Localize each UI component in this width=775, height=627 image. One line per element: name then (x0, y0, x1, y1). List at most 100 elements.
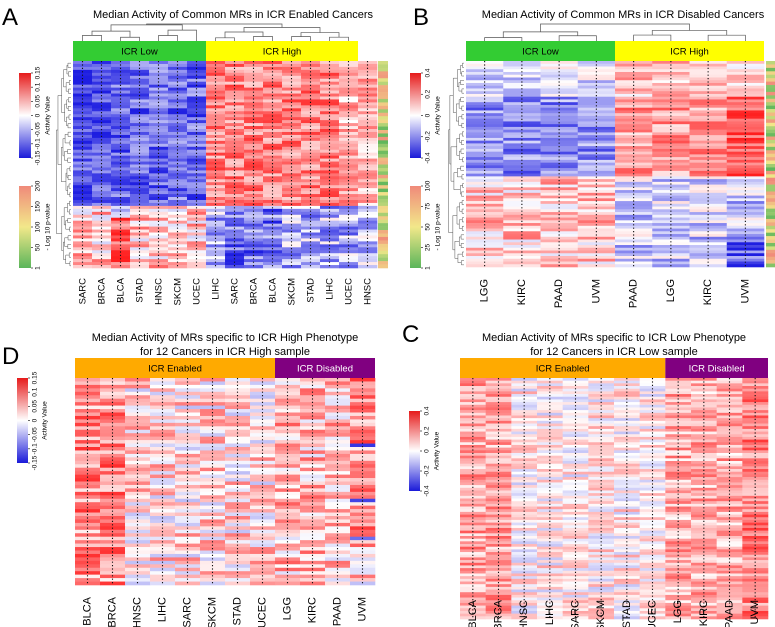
heatmap-cell (503, 231, 541, 235)
heatmap-cell (149, 81, 169, 85)
heatmap-cell (588, 605, 615, 609)
heatmap-cell (358, 173, 378, 177)
heatmap-cell (485, 503, 512, 507)
heatmap-cell (320, 61, 340, 65)
heatmap-cell (200, 419, 226, 424)
pvalue-cell (766, 215, 775, 220)
heatmap-cell (466, 173, 504, 177)
heatmap-cell (149, 262, 169, 266)
heatmap-cell (111, 84, 131, 88)
heatmap-cell (652, 99, 690, 103)
heatmap-cell (588, 498, 615, 502)
heatmap-cell (460, 538, 486, 542)
heatmap-cell (175, 436, 201, 441)
heatmap-cell (187, 140, 207, 145)
heatmap-cell (301, 256, 321, 260)
heatmap-cell (540, 157, 579, 161)
heatmap-cell (275, 391, 301, 396)
heatmap-cell (350, 574, 376, 579)
heatmap-cell (726, 85, 765, 89)
heatmap-cell (75, 447, 101, 451)
heatmap-cell (562, 535, 589, 539)
heatmap-cell (540, 118, 579, 122)
heatmap-cell (320, 188, 340, 192)
heatmap-cell (537, 447, 563, 451)
heatmap-cell (652, 82, 690, 87)
heatmap-cell (665, 479, 692, 483)
heatmap-cell (691, 450, 717, 454)
heatmap-cell (73, 199, 93, 204)
heatmap-cell (301, 199, 321, 204)
heatmap-cell (485, 447, 512, 451)
heatmap-cell (691, 610, 717, 614)
heatmap-cell (206, 235, 226, 239)
heatmap-cell (511, 477, 538, 481)
heatmap-cell (716, 474, 743, 478)
pvalue-cell (766, 98, 775, 103)
heatmap-cell (652, 129, 690, 133)
heatmap-cell (639, 565, 666, 569)
activity-legend-tick-label: 0.1 (35, 82, 42, 91)
heatmap-cell (511, 447, 538, 451)
heatmap-cell (691, 402, 717, 406)
heatmap-cell (263, 123, 283, 127)
heatmap-cell (665, 477, 692, 481)
heatmap-cell (150, 402, 176, 406)
heatmap-cell (263, 164, 283, 168)
activity-legend-tick-label: -0.15 (32, 455, 39, 470)
heatmap-cell (726, 258, 765, 262)
activity-legend-tick-label: 0.2 (425, 89, 432, 98)
heatmap-cell (588, 514, 615, 518)
heatmap-cell (92, 241, 112, 245)
heatmap-cell (615, 115, 653, 119)
heatmap-cell (639, 511, 666, 515)
heatmap-cell (716, 602, 743, 606)
heatmap-cell (460, 428, 486, 432)
pvalue-legend-tick-label: 150 (35, 201, 42, 212)
heatmap-cell (689, 261, 728, 265)
heatmap-cell (537, 388, 563, 392)
heatmap-cell (511, 565, 538, 569)
heatmap-cell (358, 197, 378, 201)
heatmap-cell (92, 188, 112, 192)
heatmap-cell (244, 214, 264, 219)
heatmap-cell (540, 82, 579, 87)
heatmap-cell (244, 61, 264, 65)
heatmap-cell (75, 391, 101, 396)
heatmap-cell (503, 71, 541, 76)
heatmap-cell (75, 409, 101, 413)
heatmap-cell (614, 568, 640, 572)
heatmap-cell (716, 439, 743, 443)
heatmap-cell (250, 388, 276, 393)
heatmap-cell (460, 439, 486, 443)
heatmap-cell (282, 152, 302, 156)
heatmap-cell (206, 191, 226, 195)
heatmap-cell (639, 616, 666, 620)
pvalue-cell (766, 153, 775, 158)
heatmap-cell (125, 481, 151, 486)
heatmap-cell (125, 474, 151, 479)
heatmap-cell (250, 412, 276, 417)
heatmap-cell (511, 541, 538, 545)
heatmap-cell (301, 262, 321, 266)
pvalue-cell (378, 202, 388, 207)
heatmap-cell (460, 396, 486, 400)
heatmap-cell (187, 199, 207, 204)
heatmap-cell (537, 415, 563, 419)
heatmap-cell (200, 388, 226, 393)
heatmap-cell (149, 217, 169, 221)
heatmap-cell (588, 549, 615, 553)
heatmap-cell (92, 143, 112, 148)
heatmap-cell (562, 474, 589, 478)
heatmap-cell (460, 511, 486, 515)
group-bar (75, 358, 275, 378)
heatmap-cell (485, 565, 512, 569)
heatmap-cell (130, 188, 150, 192)
heatmap-cell (742, 479, 769, 483)
heatmap-cell (726, 61, 765, 65)
heatmap-cell (150, 426, 176, 431)
activity-legend-tick-label: 0.05 (35, 95, 42, 108)
heatmap-cell (614, 503, 640, 507)
heatmap-cell (540, 187, 579, 191)
heatmap-cell (200, 464, 226, 468)
